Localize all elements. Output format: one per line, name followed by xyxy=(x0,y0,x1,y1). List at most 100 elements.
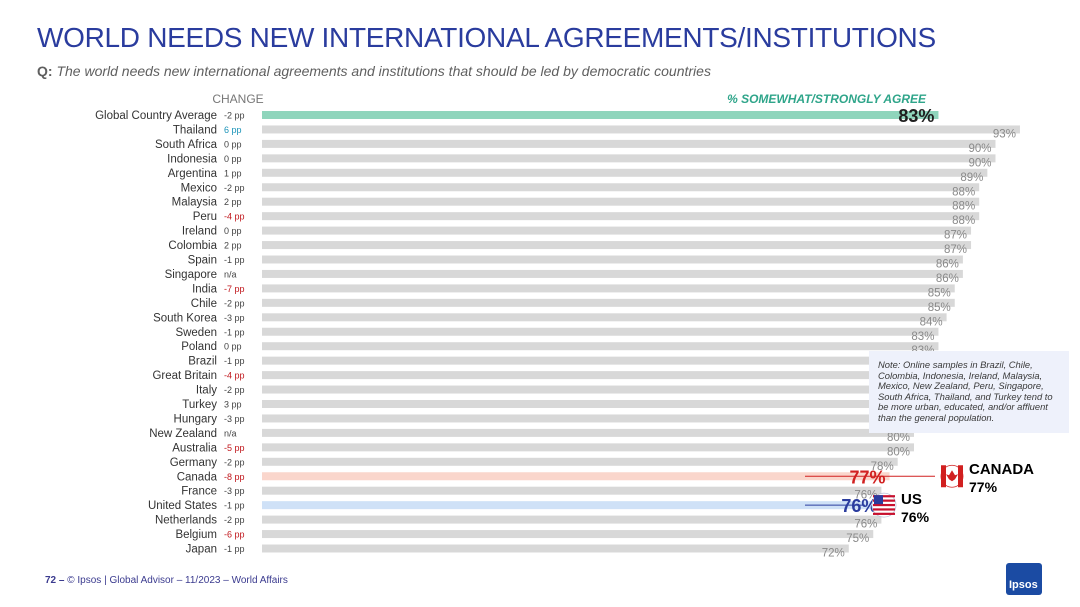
canada-callout-value: 77% xyxy=(969,479,998,495)
change-label-poland: 0 pp xyxy=(224,342,242,352)
change-label-argentina: 1 pp xyxy=(224,168,242,178)
value-label-singapore: 86% xyxy=(936,273,959,285)
category-label-germany: Germany xyxy=(170,457,218,469)
change-label-indonesia: 0 pp xyxy=(224,154,242,164)
page-title: WORLD NEEDS NEW INTERNATIONAL AGREEMENTS… xyxy=(37,22,936,53)
value-column-header: % SOMEWHAT/STRONGLY AGREE xyxy=(727,92,927,106)
change-label-peru: -4 pp xyxy=(224,212,245,222)
canada-flag-right-band xyxy=(958,465,963,488)
category-label-canada: Canada xyxy=(177,471,218,483)
us-flag-stripe xyxy=(873,495,895,498)
bar-singapore xyxy=(262,269,963,278)
note-box: Note: Online samples in Brazil, Chile, C… xyxy=(869,351,1069,433)
value-label-peru: 88% xyxy=(952,215,975,227)
bar-great-britain xyxy=(262,371,931,380)
change-label-germany: -2 pp xyxy=(224,457,245,467)
bar-argentina xyxy=(262,168,988,177)
category-label-peru: Peru xyxy=(193,211,217,223)
value-label-thailand: 93% xyxy=(993,128,1016,140)
change-label-france: -3 pp xyxy=(224,486,245,496)
canada-flag-left-band xyxy=(941,465,946,488)
bar-global-country-average xyxy=(262,111,939,119)
category-label-colombia: Colombia xyxy=(168,240,217,252)
change-label-belgium: -6 pp xyxy=(224,530,245,540)
category-label-south-africa: South Africa xyxy=(155,139,218,151)
bar-india xyxy=(262,284,955,293)
value-label-colombia: 87% xyxy=(944,244,967,256)
footer-text: © Ipsos | Global Advisor – 11/2023 – Wor… xyxy=(67,575,288,586)
bar-south-korea xyxy=(262,313,947,322)
us-flag-stripe xyxy=(873,512,895,515)
bar-south-africa xyxy=(262,139,996,148)
change-label-colombia: 2 pp xyxy=(224,241,242,251)
footer: 72 – © Ipsos | Global Advisor – 11/2023 … xyxy=(45,575,288,586)
value-label-germany: 78% xyxy=(871,461,894,473)
change-label-mexico: -2 pp xyxy=(224,183,245,193)
us-flag-stripe xyxy=(873,503,895,507)
bar-turkey xyxy=(262,400,931,408)
bar-united-states xyxy=(262,501,882,510)
value-label-malaysia: 88% xyxy=(952,201,975,213)
category-label-mexico: Mexico xyxy=(181,182,217,194)
category-label-united-states: United States xyxy=(148,500,217,512)
change-label-thailand: 6 pp xyxy=(224,125,242,135)
bar-belgium xyxy=(262,530,874,539)
bar-thailand xyxy=(262,125,1020,134)
category-label-france: France xyxy=(181,486,217,498)
bar-france xyxy=(262,486,882,495)
category-label-netherlands: Netherlands xyxy=(155,515,217,527)
us-flag-stripe xyxy=(873,499,895,502)
bar-brazil xyxy=(262,356,939,365)
bar-japan xyxy=(262,544,849,553)
bar-malaysia xyxy=(262,197,980,206)
bar-spain xyxy=(262,255,963,264)
change-label-new-zealand: n/a xyxy=(224,428,237,438)
bar-chile xyxy=(262,298,955,307)
bar-australia xyxy=(262,443,914,452)
bar-new-zealand xyxy=(262,428,914,437)
change-label-ireland: 0 pp xyxy=(224,226,242,236)
change-label-japan: -1 pp xyxy=(224,544,245,554)
category-label-malaysia: Malaysia xyxy=(172,197,218,209)
bar-canada xyxy=(262,472,890,481)
category-label-hungary: Hungary xyxy=(174,413,218,425)
value-label-japan: 72% xyxy=(822,548,845,560)
category-label-global-country-average: Global Country Average xyxy=(95,110,217,122)
value-label-south-africa: 90% xyxy=(968,143,991,155)
category-label-south-korea: South Korea xyxy=(153,312,218,324)
change-label-malaysia: 2 pp xyxy=(224,197,242,207)
category-label-new-zealand: New Zealand xyxy=(149,428,217,440)
canada-callout: CANADA 77% xyxy=(969,461,1034,495)
value-label-mexico: 88% xyxy=(952,186,975,198)
value-label-new-zealand: 80% xyxy=(887,432,910,444)
value-label-india: 85% xyxy=(928,287,951,299)
bar-netherlands xyxy=(262,515,882,524)
value-label-sweden: 83% xyxy=(911,331,934,343)
change-label-india: -7 pp xyxy=(224,284,245,294)
category-label-chile: Chile xyxy=(191,298,217,310)
change-label-netherlands: -2 pp xyxy=(224,515,245,525)
question-body: The world needs new international agreem… xyxy=(56,63,711,79)
us-callout-value: 76% xyxy=(901,509,930,525)
ipsos-logo: Ipsos xyxy=(1006,563,1042,595)
change-label-global-country-average: -2 pp xyxy=(224,111,245,121)
value-label-spain: 86% xyxy=(936,259,959,271)
us-callout: US 76% xyxy=(901,491,929,525)
category-label-australia: Australia xyxy=(172,442,217,454)
category-label-poland: Poland xyxy=(181,341,217,353)
change-label-canada: -8 pp xyxy=(224,472,245,482)
category-label-singapore: Singapore xyxy=(165,269,217,281)
change-label-chile: -2 pp xyxy=(224,298,245,308)
value-label-united-states: 76% xyxy=(841,496,877,516)
bar-hungary xyxy=(262,414,931,423)
change-label-sweden: -1 pp xyxy=(224,327,245,337)
value-label-indonesia: 90% xyxy=(968,157,991,169)
value-label-france: 76% xyxy=(854,490,877,502)
change-label-italy: -2 pp xyxy=(224,385,245,395)
value-label-south-korea: 84% xyxy=(920,316,943,328)
bar-colombia xyxy=(262,241,972,250)
change-label-brazil: -1 pp xyxy=(224,356,245,366)
change-label-great-britain: -4 pp xyxy=(224,371,245,381)
value-label-ireland: 87% xyxy=(944,230,967,242)
category-label-thailand: Thailand xyxy=(173,124,217,136)
